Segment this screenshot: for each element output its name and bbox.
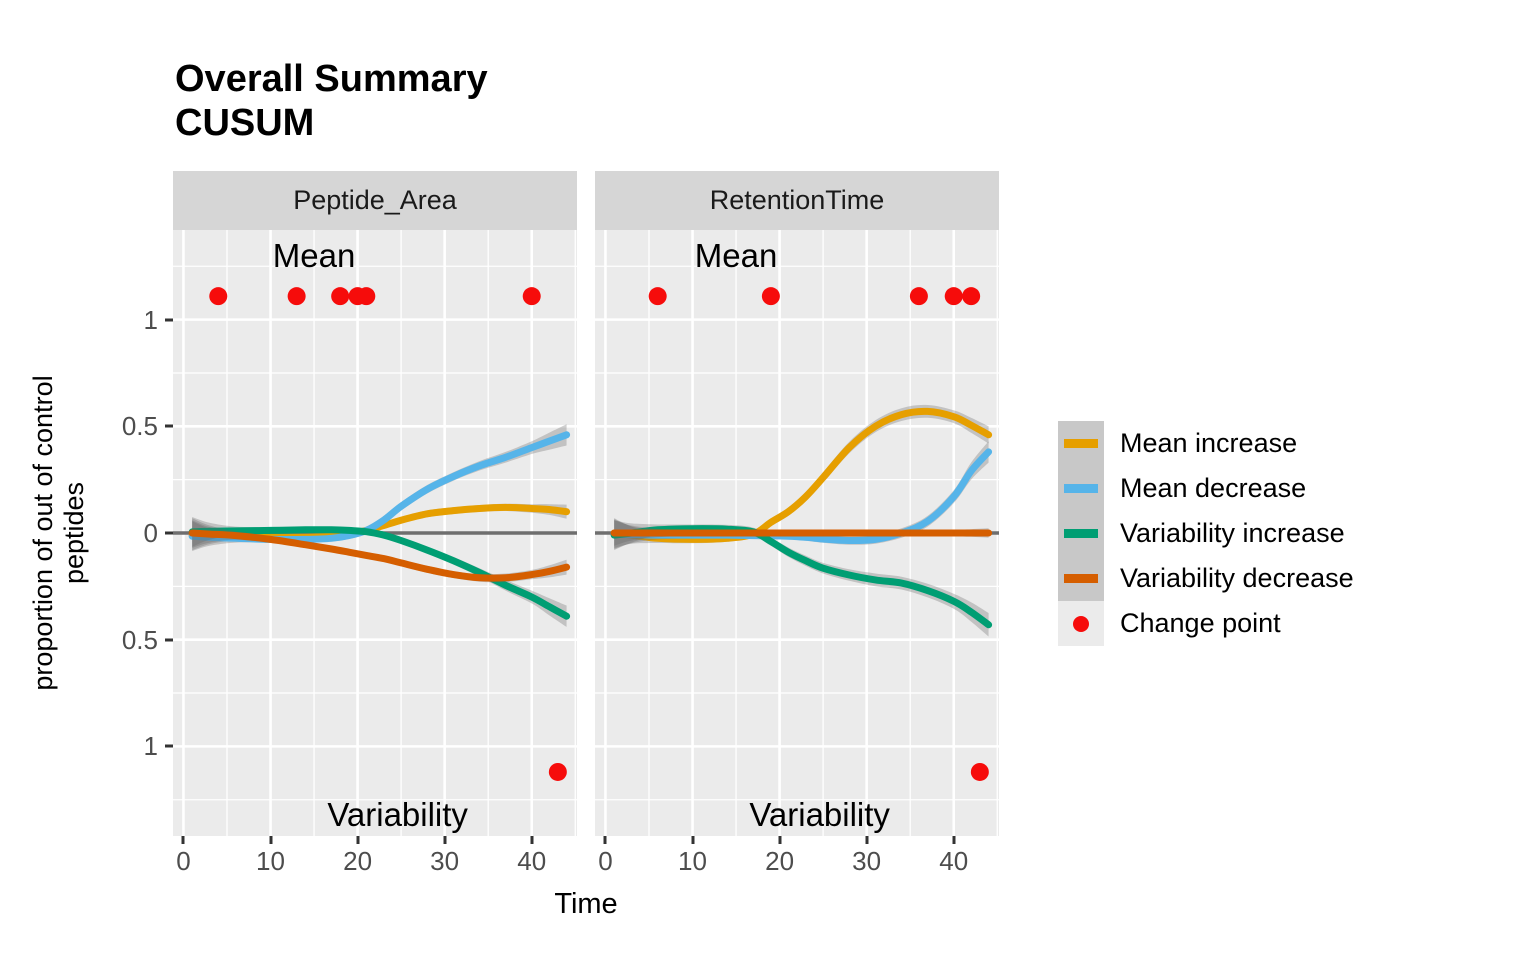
change-point-dot	[209, 287, 228, 306]
x-tick-mark	[181, 836, 185, 844]
change-point-dot	[648, 287, 667, 306]
x-tick-mark	[356, 836, 360, 844]
x-tick-mark	[530, 836, 534, 844]
y-tick-label: 1	[143, 731, 158, 762]
smooth-line-variability-increase	[610, 525, 993, 629]
legend-label: Variability decrease	[1120, 563, 1354, 593]
legend-label: Mean increase	[1120, 428, 1298, 458]
change-point-dot-icon	[1073, 615, 1089, 632]
change-point-dot	[357, 287, 376, 306]
page-title-line2: CUSUM	[175, 102, 315, 145]
annotation-variability: Variability	[749, 796, 890, 833]
legend-line-swatch	[1064, 529, 1098, 538]
change-point-dot	[331, 287, 350, 306]
x-tick-label: 20	[765, 846, 795, 876]
y-tick-label: 1	[143, 304, 158, 335]
change-point-dot	[548, 762, 567, 781]
legend-item-variability-increase: Variability increase	[1058, 511, 1354, 556]
legend-line-swatch	[1064, 484, 1098, 493]
y-tick-mark	[165, 424, 173, 428]
smooth-line-variability-decrease	[188, 529, 571, 582]
change-point-dot	[909, 287, 928, 306]
x-tick-label: 20	[343, 846, 373, 876]
x-axis-title: Time	[554, 888, 618, 920]
legend-label: Variability increase	[1120, 518, 1345, 548]
legend-item-variability-decrease: Variability decrease	[1058, 556, 1354, 601]
y-tick-label: 0	[143, 518, 158, 548]
change-point-dot	[962, 287, 981, 306]
change-point-dot	[522, 287, 541, 306]
y-tick-mark	[165, 531, 173, 535]
legend-line-key	[1058, 556, 1104, 601]
x-tick-mark	[865, 836, 869, 844]
smooth-line-variability-increase	[188, 526, 571, 620]
facet-plot-0: Mean Variability	[173, 230, 577, 836]
y-tick-mark	[165, 638, 173, 642]
x-tick-mark	[603, 836, 607, 844]
y-axis-title: proportion of out of control peptides	[28, 223, 98, 843]
y-tick-mark	[165, 744, 173, 748]
legend-line-key	[1058, 421, 1104, 466]
legend-item-mean-increase: Mean increase	[1058, 421, 1354, 466]
annotation-variability: Variability	[327, 796, 468, 833]
x-tick-label: 0	[598, 846, 613, 876]
x-tick-label: 0	[176, 846, 191, 876]
x-tick-mark	[691, 836, 695, 844]
smooth-line-mean-increase	[610, 407, 993, 543]
page-title-line1: Overall Summary	[175, 58, 488, 100]
change-point-dot	[761, 287, 780, 306]
x-tick-mark	[443, 836, 447, 844]
change-point-dot	[944, 287, 963, 306]
legend-line-swatch	[1064, 574, 1098, 583]
facet-plot-1: Mean Variability	[595, 230, 999, 836]
legend-label: Mean decrease	[1120, 473, 1307, 503]
y-tick-label: 0.5	[121, 624, 158, 655]
change-point-dot	[970, 762, 989, 781]
x-tick-label: 10	[256, 846, 285, 876]
y-axis-title-line2: peptides	[59, 481, 90, 585]
legend-line-key	[1058, 511, 1104, 556]
y-tick-label: 0.5	[121, 411, 158, 442]
x-tick-label: 40	[939, 846, 969, 876]
plot-panel-retention-time: Mean Variability	[595, 230, 999, 836]
annotation-mean: Mean	[695, 237, 778, 274]
x-tick-label: 30	[430, 846, 460, 876]
x-tick-mark	[778, 836, 782, 844]
facet-strip-retention-time: RetentionTime	[595, 171, 999, 230]
x-tick-label: 40	[517, 846, 547, 876]
x-tick-mark	[952, 836, 956, 844]
y-tick-mark	[165, 318, 173, 322]
legend: Mean increase Mean decrease Variability in…	[1058, 421, 1354, 646]
legend-point-key	[1058, 601, 1104, 646]
y-axis-title-line1: proportion of out of control	[28, 375, 58, 691]
legend-line-key	[1058, 466, 1104, 511]
page-title: Overall Summary CUSUM	[175, 57, 488, 146]
legend-item-change-point: Change point	[1058, 601, 1354, 646]
change-point-dot	[287, 287, 306, 306]
x-tick-mark	[269, 836, 273, 844]
legend-line-swatch	[1064, 439, 1098, 448]
plot-panel-peptide-area: Mean Variability	[173, 230, 577, 836]
legend-item-mean-decrease: Mean decrease	[1058, 466, 1354, 511]
x-tick-label: 10	[678, 846, 707, 876]
annotation-mean: Mean	[273, 237, 356, 274]
facet-strip-label: Peptide_Area	[293, 185, 457, 215]
facet-strip-label: RetentionTime	[709, 185, 885, 215]
legend-label: Change point	[1120, 608, 1281, 638]
facet-strip-peptide-area: Peptide_Area	[173, 171, 577, 230]
x-tick-label: 30	[852, 846, 882, 876]
